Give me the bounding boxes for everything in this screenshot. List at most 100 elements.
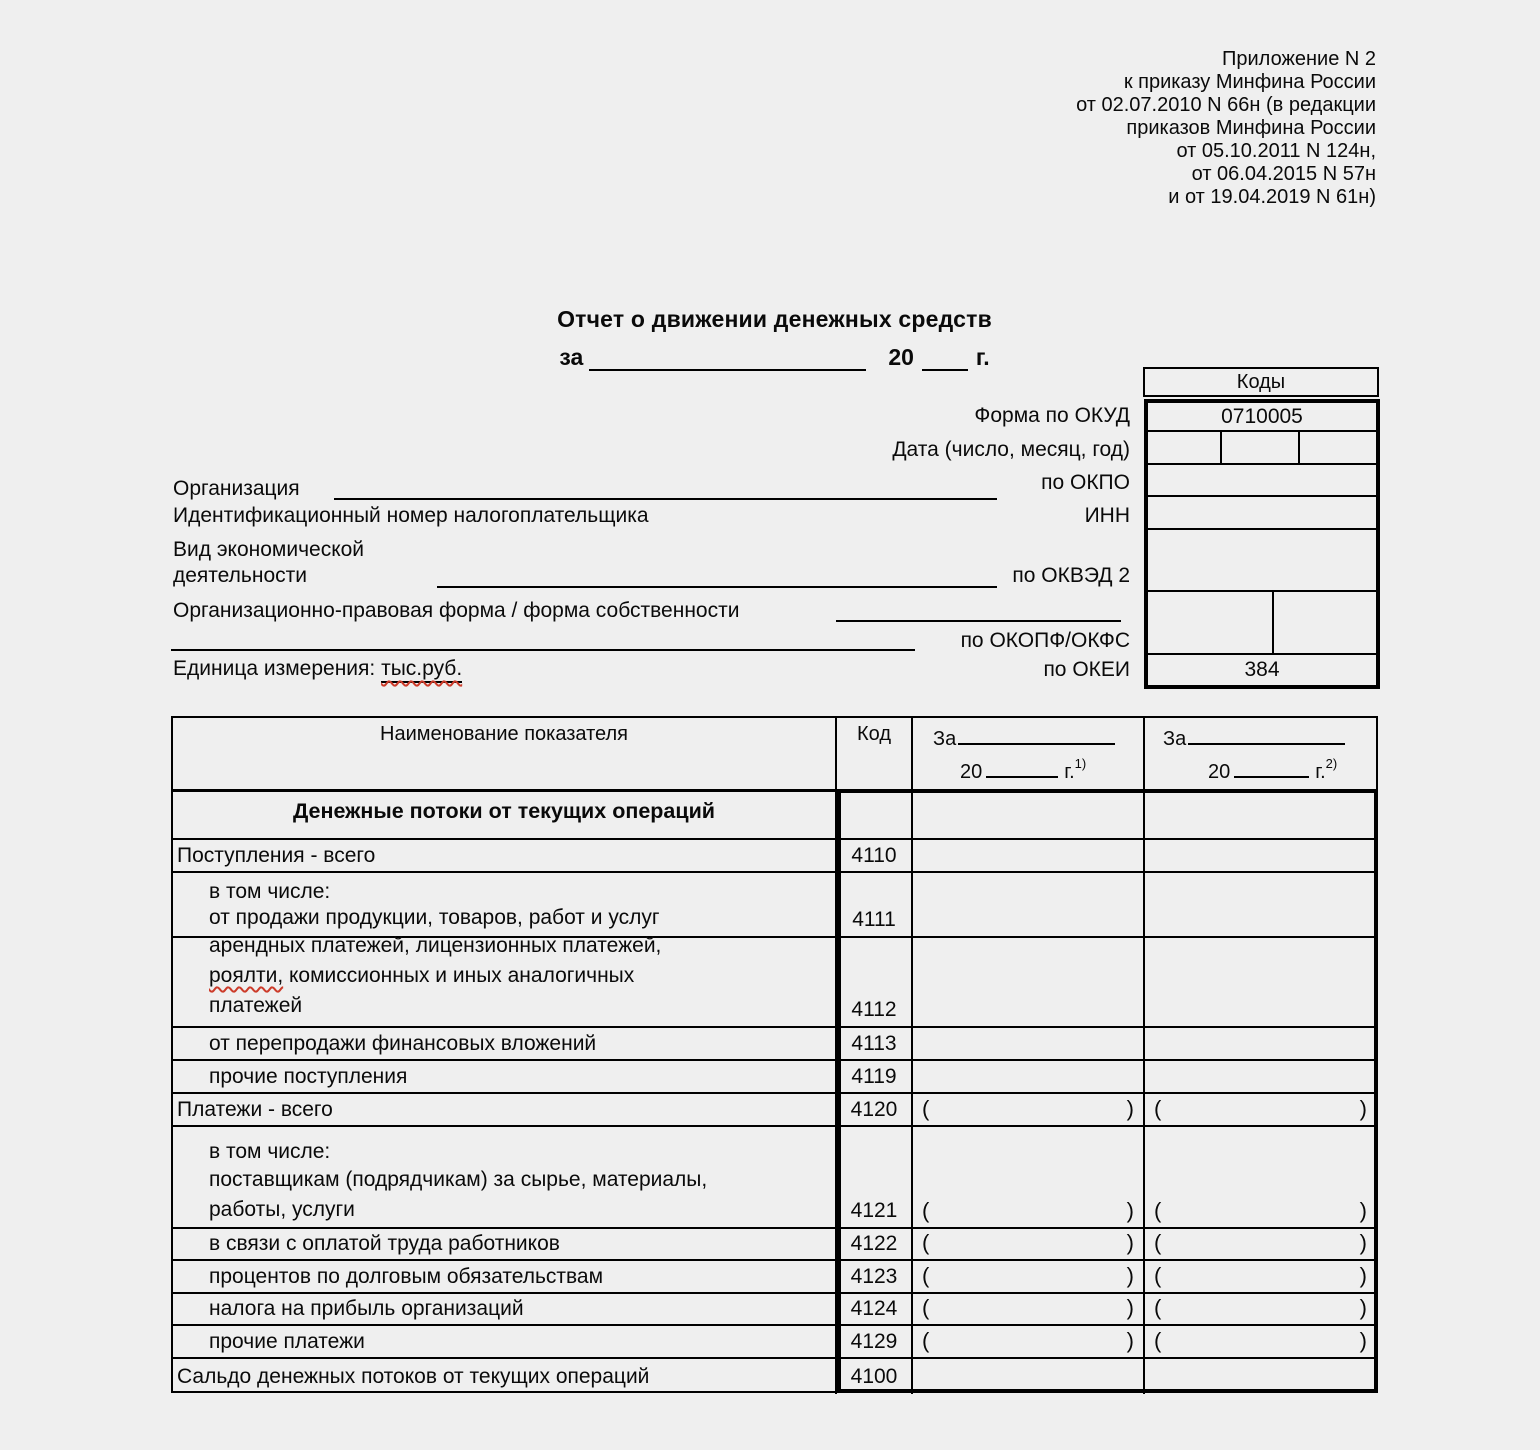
date-label: Дата (число, месяц, год)	[892, 438, 1130, 461]
year-blank-line	[921, 347, 968, 371]
note-line: от 06.04.2015 N 57н	[1191, 163, 1376, 185]
okud-value: 0710005	[1221, 404, 1303, 428]
title-year-suffix: г.	[975, 344, 990, 370]
value-cell-negative: ()	[913, 1326, 1145, 1357]
period1-year-blank	[986, 756, 1059, 778]
footnote-2-marker: 2)	[1325, 756, 1338, 772]
period1-blank-line	[958, 723, 1116, 745]
value-cell	[913, 1061, 1145, 1092]
value-cell	[1145, 1359, 1376, 1394]
value-cell	[913, 873, 1145, 936]
row-name: от перепродажи финансовых вложений	[173, 1028, 837, 1059]
value-cell-negative: ()	[913, 1261, 1145, 1292]
legal-form-label: Организационно-правовая форма / форма со…	[173, 599, 740, 622]
table-row-4120: Платежи - всего 4120 () ()	[173, 1094, 1376, 1127]
okopf-label: по ОКОПФ/ОКФС	[960, 629, 1130, 652]
row-code: 4112	[837, 938, 913, 1026]
okved-value-cell	[1148, 530, 1376, 592]
codes-box-title: Коды	[1236, 370, 1286, 393]
value-cell	[1145, 873, 1376, 936]
table-header-row: Наименование показателя Код За 20 г.1) За…	[173, 718, 1376, 792]
value-cell-negative: ()	[1154, 1295, 1367, 1320]
row-prefix: в том числе:	[209, 1140, 331, 1163]
table-row-4124: налога на прибыль организаций 4124 () ()	[173, 1294, 1376, 1326]
row-name: прочие платежи	[173, 1326, 837, 1357]
header-period-2: За 20 г.2)	[1145, 718, 1376, 789]
okopf-cell-divider	[1272, 592, 1274, 653]
unit-value: тыс.руб.	[381, 657, 463, 683]
table-row-4112: арендных платежей, лицензионных платежей…	[173, 934, 1376, 1028]
value-cell	[1145, 1061, 1376, 1092]
row-prefix: в том числе:	[209, 880, 331, 903]
row-code: 4119	[837, 1061, 913, 1092]
activity-type-label-line2: деятельности	[173, 564, 307, 587]
value-cell	[913, 840, 1145, 871]
header-period-1: За 20 г.1)	[913, 718, 1145, 789]
period1-year-prefix: 20	[960, 761, 983, 783]
legal-form-fill-line2	[171, 649, 915, 651]
value-cell	[913, 1359, 1145, 1394]
okpo-label: по ОКПО	[1041, 471, 1130, 494]
table-row-4110: Поступления - всего 4110	[173, 840, 1376, 873]
row-code: 4100	[837, 1359, 913, 1394]
note-line: приказов Минфина России	[1126, 117, 1376, 139]
value-cell	[1145, 1028, 1376, 1059]
row-name: Поступления - всего	[173, 840, 837, 871]
section-value-cell	[1145, 792, 1376, 838]
note-line: Приложение N 2	[1222, 48, 1376, 70]
period1-za: За	[933, 728, 957, 750]
header-code: Код	[837, 718, 913, 789]
unit-label: Единица измерения:	[173, 657, 376, 680]
row-code: 4113	[837, 1028, 913, 1059]
section-value-cell	[913, 792, 1145, 838]
regulation-note: Приложение N 2 к приказу Минфина России …	[1076, 48, 1376, 209]
header-indicator-name: Наименование показателя	[173, 718, 837, 789]
section-code-cell	[837, 792, 913, 838]
note-line: и от 19.04.2019 N 61н)	[1168, 186, 1376, 208]
value-cell-negative: ()	[913, 1229, 1145, 1259]
title-za-label: за	[559, 344, 584, 370]
table-row-4113: от перепродажи финансовых вложений 4113	[173, 1028, 1376, 1061]
note-line: от 02.07.2010 N 66н (в редакции	[1076, 94, 1376, 116]
value-cell-negative: ()	[913, 1127, 1145, 1227]
row-name: налога на прибыль организаций	[173, 1294, 837, 1324]
footnote-1-marker: 1)	[1074, 756, 1087, 772]
row-code: 4121	[837, 1127, 913, 1227]
okei-label: по ОКЕИ	[1043, 658, 1130, 681]
row-name: в том числе: поставщикам (подрядчикам) з…	[173, 1127, 837, 1227]
title-period-line: за 20 г.	[171, 344, 1378, 371]
date-cell-divider	[1298, 432, 1300, 463]
note-line: от 05.10.2011 N 124н,	[1176, 140, 1376, 162]
note-line: к приказу Минфина России	[1123, 71, 1376, 93]
value-cell-negative: ()	[1154, 1230, 1367, 1255]
okei-value: 384	[1244, 658, 1280, 681]
taxpayer-id-label: Идентификационный номер налогоплательщик…	[173, 504, 649, 527]
period2-year-prefix: 20	[1208, 761, 1231, 783]
period1-year-suffix: г.	[1064, 761, 1075, 783]
row-name: Сальдо денежных потоков от текущих опера…	[173, 1359, 837, 1394]
row-code: 4123	[837, 1261, 913, 1292]
period2-blank-line	[1188, 723, 1346, 745]
page-title: Отчет о движении денежных средств	[557, 306, 992, 332]
row-name: Платежи - всего	[173, 1094, 837, 1125]
row-code: 4124	[837, 1294, 913, 1324]
section-title: Денежные потоки от текущих операций	[173, 792, 837, 838]
value-cell-negative: ()	[913, 1094, 1145, 1125]
date-cell-divider	[1220, 432, 1222, 463]
value-cell	[913, 938, 1145, 1026]
codes-box-header: Коды	[1143, 367, 1379, 397]
table-row-4121: в том числе: поставщикам (подрядчикам) з…	[173, 1127, 1376, 1229]
section-header-row: Денежные потоки от текущих операций	[173, 792, 1376, 840]
inn-label: ИНН	[1084, 504, 1130, 527]
organization-label: Организация	[173, 477, 300, 500]
row-name: процентов по долговым обязательствам	[173, 1261, 837, 1292]
value-cell	[1145, 840, 1376, 871]
row-name: прочие поступления	[173, 1061, 837, 1092]
row-name: арендных платежей, лицензионных платежей…	[173, 934, 837, 1026]
unit-of-measure-line: Единица измерения: тыс.руб.	[173, 657, 463, 683]
legal-form-fill-line	[836, 620, 1121, 622]
table-row-4119: прочие поступления 4119	[173, 1061, 1376, 1094]
period2-za: За	[1163, 728, 1187, 750]
row-code: 4111	[837, 873, 913, 936]
